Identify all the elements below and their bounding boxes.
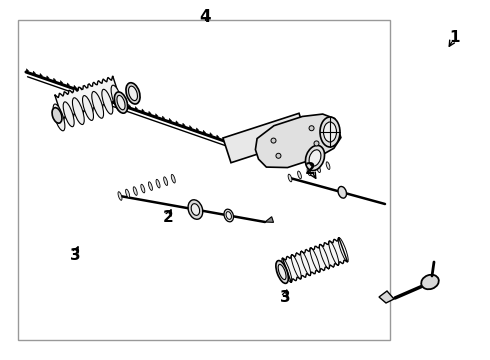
Ellipse shape (117, 95, 125, 110)
Ellipse shape (133, 187, 137, 195)
Text: 1: 1 (450, 31, 460, 45)
Ellipse shape (278, 264, 286, 280)
Ellipse shape (338, 186, 346, 198)
Ellipse shape (188, 200, 203, 219)
Polygon shape (217, 135, 219, 138)
Ellipse shape (224, 209, 233, 222)
Ellipse shape (82, 95, 94, 121)
Ellipse shape (288, 174, 292, 182)
Text: 2: 2 (163, 211, 173, 225)
Ellipse shape (52, 108, 62, 123)
Ellipse shape (128, 86, 138, 100)
Ellipse shape (323, 122, 337, 142)
Polygon shape (255, 114, 341, 167)
Polygon shape (223, 113, 307, 163)
Ellipse shape (271, 138, 276, 143)
Ellipse shape (125, 189, 129, 198)
Ellipse shape (307, 168, 311, 176)
Polygon shape (282, 238, 347, 283)
Polygon shape (162, 116, 165, 119)
Ellipse shape (164, 177, 168, 185)
Polygon shape (60, 81, 63, 84)
Polygon shape (148, 111, 151, 114)
Polygon shape (47, 76, 49, 79)
Polygon shape (53, 78, 56, 81)
Ellipse shape (126, 83, 140, 104)
Polygon shape (80, 87, 83, 91)
Polygon shape (40, 73, 43, 77)
Polygon shape (121, 102, 124, 105)
Ellipse shape (118, 192, 122, 200)
Polygon shape (142, 109, 145, 112)
Ellipse shape (53, 104, 65, 131)
Polygon shape (175, 121, 178, 124)
Ellipse shape (421, 275, 439, 289)
Bar (18, 20, 390, 340)
Polygon shape (379, 291, 394, 303)
Ellipse shape (309, 126, 314, 131)
Ellipse shape (226, 212, 231, 219)
Ellipse shape (172, 174, 175, 183)
Polygon shape (155, 114, 158, 117)
Polygon shape (196, 128, 199, 131)
Ellipse shape (314, 141, 319, 146)
Ellipse shape (191, 204, 199, 215)
Ellipse shape (305, 145, 324, 171)
Polygon shape (108, 97, 110, 100)
Ellipse shape (276, 153, 281, 158)
Ellipse shape (156, 179, 160, 188)
Polygon shape (210, 132, 213, 136)
Polygon shape (94, 93, 97, 96)
Polygon shape (67, 83, 70, 86)
Text: 4: 4 (199, 8, 211, 26)
Polygon shape (26, 69, 29, 72)
Polygon shape (265, 217, 273, 222)
Ellipse shape (148, 182, 152, 190)
Ellipse shape (73, 98, 84, 125)
Ellipse shape (297, 171, 301, 179)
Ellipse shape (326, 162, 330, 170)
Ellipse shape (102, 89, 113, 114)
Polygon shape (169, 118, 171, 122)
Polygon shape (87, 90, 90, 93)
Ellipse shape (92, 91, 103, 118)
Ellipse shape (114, 92, 127, 113)
Ellipse shape (63, 102, 74, 127)
Polygon shape (101, 95, 104, 98)
Ellipse shape (317, 165, 320, 172)
Ellipse shape (309, 150, 321, 166)
Polygon shape (74, 85, 76, 89)
Polygon shape (203, 130, 206, 134)
Polygon shape (182, 123, 185, 126)
Polygon shape (223, 137, 226, 141)
Polygon shape (114, 99, 117, 103)
Ellipse shape (141, 184, 145, 193)
Ellipse shape (276, 261, 288, 283)
Ellipse shape (320, 117, 340, 147)
Polygon shape (128, 104, 131, 108)
Text: 2: 2 (305, 162, 316, 177)
Polygon shape (189, 126, 192, 129)
Polygon shape (135, 107, 138, 110)
Polygon shape (33, 71, 36, 75)
Text: 3: 3 (70, 248, 80, 262)
Text: 3: 3 (280, 291, 290, 306)
Polygon shape (55, 76, 122, 121)
Ellipse shape (111, 85, 123, 112)
